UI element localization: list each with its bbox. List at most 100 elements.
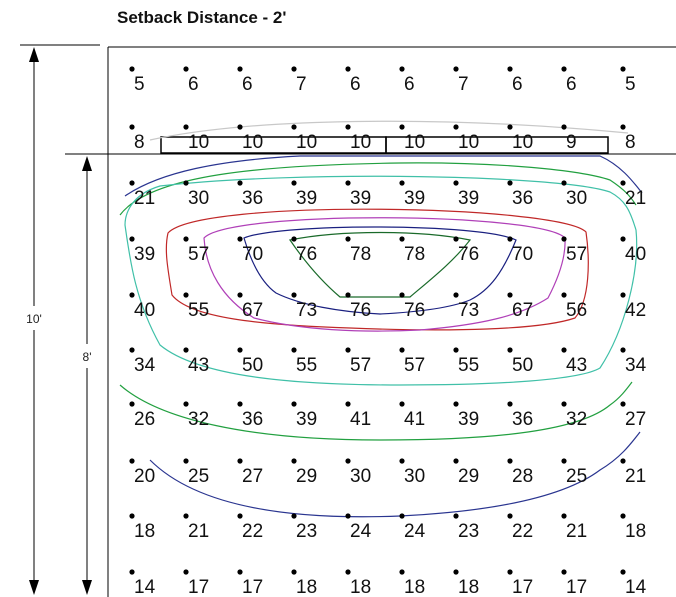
measurement-point	[561, 513, 567, 519]
grid-value-label: 6	[242, 74, 253, 95]
grid-value-label: 10	[296, 132, 317, 153]
measurement-point	[237, 236, 243, 242]
measurement-point	[399, 458, 405, 464]
grid-value-label: 6	[404, 74, 415, 95]
measurement-point	[507, 458, 513, 464]
grid-value-label: 30	[188, 188, 209, 209]
grid-value-label: 18	[350, 577, 371, 597]
grid-value-label: 36	[242, 188, 263, 209]
grid-value-label: 24	[404, 521, 426, 542]
grid-value-label: 39	[296, 188, 317, 209]
measurement-point	[129, 180, 135, 186]
grid-value-label: 40	[134, 300, 155, 321]
arrow-up-icon	[29, 47, 39, 62]
grid-value-label: 21	[188, 521, 209, 542]
grid-value-label: 22	[242, 521, 263, 542]
measurement-point	[399, 292, 405, 298]
grid-value-label: 8	[625, 132, 636, 153]
outer-dimension: 10'	[26, 47, 42, 595]
measurement-point	[507, 124, 513, 130]
grid-value-label: 43	[566, 355, 587, 376]
measurement-point	[291, 401, 297, 407]
measurement-point	[129, 513, 135, 519]
measurement-point	[453, 347, 459, 353]
arrow-down-icon	[82, 580, 92, 595]
measurement-point	[291, 347, 297, 353]
grid-value-label: 50	[512, 355, 533, 376]
grid-value-label: 27	[625, 409, 646, 430]
grid-value-label: 6	[566, 74, 577, 95]
measurement-point	[183, 236, 189, 242]
measurement-point	[183, 569, 189, 575]
grid-value-label: 76	[404, 300, 425, 321]
grid-value-label: 18	[134, 521, 155, 542]
measurement-point	[183, 513, 189, 519]
grid-value-label: 21	[566, 521, 587, 542]
measurement-point	[291, 124, 297, 130]
measurement-point	[291, 513, 297, 519]
grid-value-label: 29	[458, 466, 479, 487]
measurement-point	[183, 180, 189, 186]
grid-value-label: 32	[566, 409, 587, 430]
grid-value-label: 78	[404, 244, 425, 265]
arrow-down-icon	[29, 580, 39, 595]
grid-value-label: 23	[296, 521, 317, 542]
measurement-point	[291, 66, 297, 72]
measurement-point	[453, 401, 459, 407]
measurement-point	[345, 124, 351, 130]
measurement-point	[620, 292, 626, 298]
measurement-point	[507, 347, 513, 353]
grid-value-label: 67	[242, 300, 263, 321]
grid-value-label: 40	[625, 244, 646, 265]
grid-value-label: 73	[296, 300, 317, 321]
grid-value-label: 41	[404, 409, 425, 430]
measurement-point	[620, 66, 626, 72]
measurement-point	[620, 236, 626, 242]
measurement-point	[129, 347, 135, 353]
measurement-point	[561, 180, 567, 186]
grid-value-label: 22	[512, 521, 533, 542]
measurement-point	[620, 124, 626, 130]
grid-value-label: 50	[242, 355, 263, 376]
measurement-point	[453, 569, 459, 575]
grid-value-label: 17	[242, 577, 263, 597]
measurement-point	[237, 401, 243, 407]
measurement-point	[507, 292, 513, 298]
measurement-point	[561, 236, 567, 242]
measurement-point	[399, 236, 405, 242]
grid-value-label: 78	[350, 244, 371, 265]
measurement-point	[507, 569, 513, 575]
measurement-point	[620, 180, 626, 186]
grid-value-label: 29	[296, 466, 317, 487]
measurement-point	[291, 236, 297, 242]
grid-value-label: 27	[242, 466, 263, 487]
measurement-point	[345, 401, 351, 407]
grid-value-label: 36	[512, 409, 533, 430]
measurement-point	[183, 401, 189, 407]
grid-value-label: 21	[625, 188, 646, 209]
grid-value-label: 6	[188, 74, 199, 95]
measurement-point	[620, 569, 626, 575]
inner-dimension-label: 8'	[83, 350, 92, 364]
measurement-point	[345, 513, 351, 519]
measurement-point	[507, 66, 513, 72]
grid-value-label: 14	[134, 577, 156, 597]
measurement-point	[453, 458, 459, 464]
measurement-point	[620, 401, 626, 407]
grid-value-label: 21	[625, 466, 646, 487]
grid-value-label: 42	[625, 300, 646, 321]
measurement-point	[620, 458, 626, 464]
measurement-point	[399, 347, 405, 353]
measurement-point	[291, 292, 297, 298]
measurement-point	[237, 347, 243, 353]
grid-value-label: 18	[296, 577, 317, 597]
grid-value-label: 55	[188, 300, 209, 321]
grid-value-label: 39	[458, 188, 479, 209]
grid-value-label: 28	[512, 466, 533, 487]
measurement-point	[129, 458, 135, 464]
contour-magenta	[203, 217, 566, 332]
grid-value-label: 10	[512, 132, 533, 153]
grid-value-label: 39	[458, 409, 479, 430]
contour-navy	[243, 226, 517, 315]
measurement-point	[399, 124, 405, 130]
